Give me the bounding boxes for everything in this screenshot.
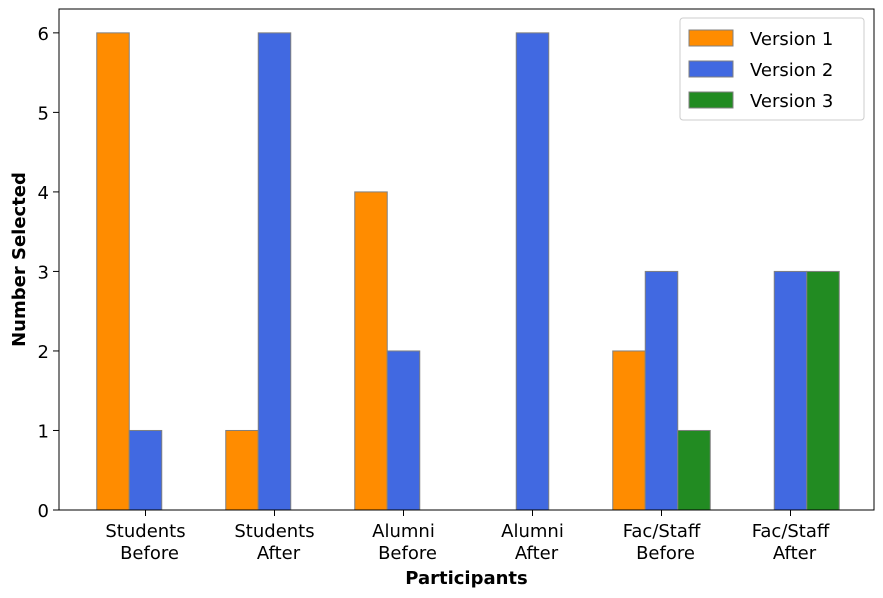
bar-1-1 [96, 32, 130, 511]
bar-1-2 [225, 429, 259, 511]
x-axis: Students Before Students After Alumni Before A… [105, 510, 830, 564]
legend: Version 1 Version 2 Version 3 [679, 17, 865, 121]
legend-label-3: Version 3 [750, 91, 833, 112]
bar-1-3 [354, 191, 388, 511]
x-tick-label: Alumni After [501, 521, 564, 564]
legend-swatch-2 [688, 60, 734, 78]
legend-label-1: Version 1 [750, 29, 833, 50]
y-tick-label: 0 [38, 501, 49, 522]
x-tick-label: Students Before [105, 521, 185, 564]
bars-group [96, 32, 840, 511]
legend-swatch-3 [688, 91, 734, 109]
y-tick-label: 3 [38, 262, 49, 283]
x-tick-label: Students After [234, 521, 314, 564]
bar-3-5 [677, 429, 711, 511]
x-tick-label: Fac/Staff Before [623, 521, 701, 564]
y-axis-label: Number Selected [9, 172, 30, 347]
bar-2-3 [386, 350, 421, 511]
legend-swatch-1 [688, 29, 734, 47]
x-tick-label: Fac/Staff After [752, 521, 830, 564]
bar-2-2 [257, 32, 292, 511]
y-tick-label: 4 [38, 183, 49, 204]
y-tick-label: 5 [38, 103, 49, 124]
x-tick-label: Alumni Before [372, 521, 437, 564]
bar-2-1 [128, 429, 163, 511]
bar-3-6 [806, 270, 840, 511]
y-tick-label: 6 [38, 24, 49, 45]
bar-2-6 [773, 270, 808, 511]
plot-area-frame [58, 8, 875, 511]
legend-label-2: Version 2 [750, 60, 833, 81]
x-axis-label: Participants [405, 568, 528, 589]
y-tick-label: 2 [38, 342, 49, 363]
bar-2-4 [515, 32, 550, 511]
bar-1-5 [612, 350, 646, 511]
y-tick-label: 1 [38, 421, 49, 442]
y-axis: 0 1 2 3 4 5 6 [38, 24, 59, 522]
bar-2-5 [644, 270, 679, 511]
